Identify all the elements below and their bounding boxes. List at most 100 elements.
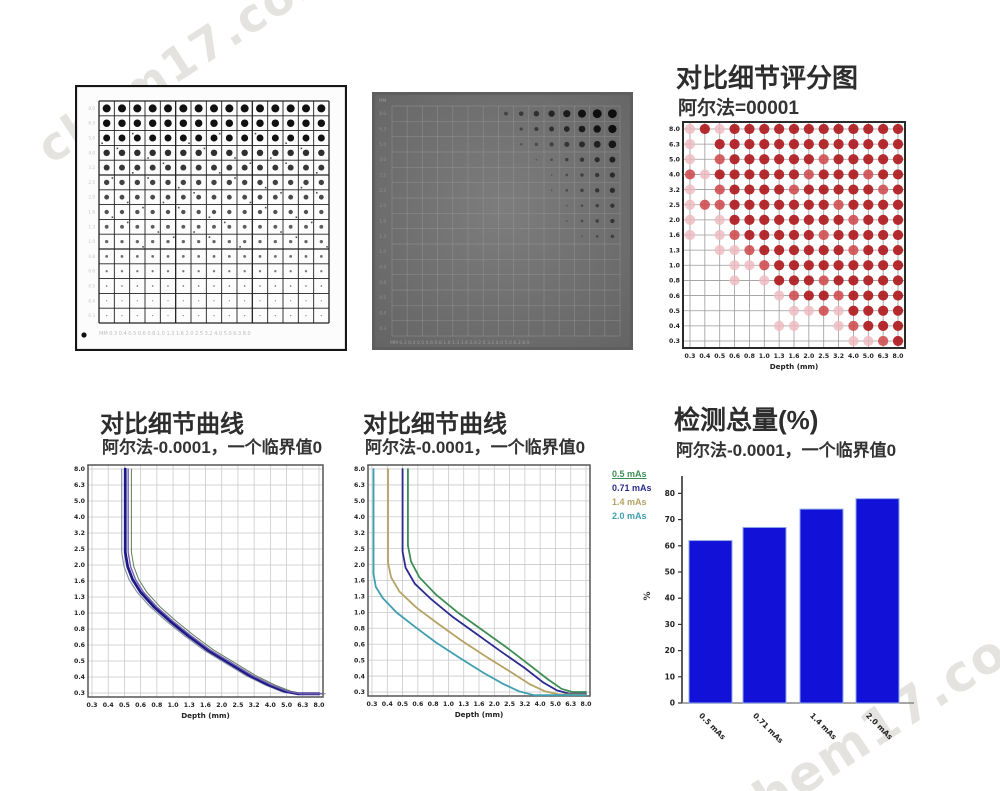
svg-text:5.0: 5.0	[88, 136, 95, 141]
svg-text:1.6: 1.6	[200, 702, 211, 709]
svg-text:1.0: 1.0	[669, 262, 681, 269]
svg-text:MM 0.3 0.4 0.5 0.6 0.8 1.0 1.3: MM 0.3 0.4 0.5 0.6 0.8 1.0 1.3 1.6 2.0 2…	[390, 340, 529, 346]
svg-text:4.0: 4.0	[74, 514, 86, 521]
svg-text:2.5: 2.5	[88, 180, 95, 185]
svg-text:5.0: 5.0	[863, 353, 875, 360]
svg-text:2.5: 2.5	[74, 546, 85, 553]
svg-text:4.0: 4.0	[669, 172, 681, 179]
phantom-photo: 8.0 6.3 5.0 4.0 3.2 2.5 2.0 1.6 1.3 1.0 0.8 0.6 0.5 0…	[75, 85, 347, 351]
svg-text:0.5: 0.5	[88, 284, 95, 289]
svg-text:0.5: 0.5	[379, 295, 386, 300]
svg-text:50: 50	[665, 568, 675, 577]
svg-text:1.4 mAs: 1.4 mAs	[808, 711, 839, 742]
legend-item: 2.0 mAs	[612, 511, 647, 521]
svg-text:0.5: 0.5	[74, 658, 85, 665]
svg-text:1.3: 1.3	[669, 247, 680, 254]
svg-text:1.3: 1.3	[379, 234, 386, 239]
cd-curve-combined-plot: 8.0 6.3 5.0 4.0 3.2 2.5 2.0 1.6 1.3 1.0 0.8 0.6 0.5 0…	[74, 464, 326, 720]
svg-text:2.0: 2.0	[74, 562, 86, 569]
svg-text:5.0: 5.0	[669, 156, 681, 163]
svg-text:0.3: 0.3	[669, 338, 680, 345]
svg-text:2.0: 2.0	[489, 701, 501, 708]
score-map-plot: 8.06.35.04.03.22.52.01.61.31.00.80.60.50…	[669, 121, 906, 371]
svg-text:0.6: 0.6	[88, 269, 95, 274]
svg-text:4.0: 4.0	[535, 701, 547, 708]
svg-text:3.2: 3.2	[519, 701, 530, 708]
svg-text:1.6: 1.6	[474, 701, 485, 708]
legend-item: 1.4 mAs	[612, 497, 647, 507]
svg-text:2.0: 2.0	[669, 217, 681, 224]
svg-text:0.8: 0.8	[151, 702, 162, 709]
svg-text:0.3: 0.3	[87, 702, 98, 709]
svg-text:20: 20	[665, 646, 675, 655]
cd-curve-by-dose-plot: 8.06.35.04.03.22.52.01.61.31.00.80.60.50…	[354, 464, 593, 719]
svg-text:Depth (mm): Depth (mm)	[181, 711, 230, 720]
svg-text:5.0: 5.0	[550, 701, 562, 708]
svg-text:6.3: 6.3	[565, 701, 576, 708]
svg-text:1.3: 1.3	[74, 594, 85, 601]
svg-text:1.6: 1.6	[74, 578, 85, 585]
svg-text:40: 40	[665, 594, 675, 603]
svg-text:1.3: 1.3	[354, 594, 365, 601]
svg-text:2.0: 2.0	[379, 203, 386, 208]
svg-text:8.0: 8.0	[354, 466, 366, 473]
svg-text:0.4: 0.4	[699, 353, 711, 360]
svg-text:0.6: 0.6	[729, 353, 740, 360]
svg-text:0.8: 0.8	[354, 625, 365, 632]
svg-text:6.3: 6.3	[74, 482, 85, 489]
svg-text:1.6: 1.6	[669, 232, 680, 239]
svg-text:1.6: 1.6	[354, 578, 365, 585]
svg-text:2.0 mAs: 2.0 mAs	[864, 711, 895, 742]
svg-text:0.3: 0.3	[685, 353, 696, 360]
svg-text:0.6: 0.6	[379, 280, 386, 285]
svg-text:70: 70	[665, 515, 675, 524]
svg-text:3.2: 3.2	[249, 702, 260, 709]
cd-curve-by-dose-subtitle: 阿尔法-0.0001，一个临界值0	[365, 438, 586, 457]
svg-text:6.3: 6.3	[669, 141, 680, 148]
svg-text:1.0: 1.0	[74, 610, 86, 617]
detection-total-plot: 0 10 20 30 40 50 60 70 80% 0.5 mAs 0.71 mAs 1.4 mAs…	[643, 476, 914, 746]
svg-text:1.6: 1.6	[789, 353, 800, 360]
svg-text:0.4: 0.4	[382, 701, 394, 708]
svg-text:6.3: 6.3	[379, 127, 386, 132]
svg-text:5.0: 5.0	[379, 142, 386, 147]
svg-text:3.2: 3.2	[354, 530, 365, 537]
svg-text:2.5: 2.5	[354, 546, 365, 553]
svg-text:0.3: 0.3	[379, 326, 386, 331]
cd-curve-combined-subtitle: 阿尔法-0.0001，一个临界值0	[102, 438, 323, 457]
svg-text:4.0: 4.0	[354, 514, 366, 521]
svg-text:1.0: 1.0	[759, 353, 771, 360]
svg-text:4.0: 4.0	[379, 157, 386, 162]
svg-text:4.0: 4.0	[88, 150, 95, 155]
svg-text:%: %	[643, 591, 653, 600]
legend-item: 0.71 mAs	[612, 483, 652, 493]
svg-text:3.2: 3.2	[74, 530, 85, 537]
svg-text:2.0: 2.0	[354, 562, 366, 569]
svg-text:0.8: 0.8	[379, 265, 386, 270]
legend-item: 0.5 mAs	[612, 469, 647, 479]
svg-text:0.6: 0.6	[354, 641, 365, 648]
score-map-subtitle: 阿尔法=00001	[678, 98, 799, 119]
svg-text:4.0: 4.0	[848, 353, 860, 360]
svg-text:1.3: 1.3	[458, 701, 469, 708]
curve-legend: 0.5 mAs 0.71 mAs 1.4 mAs 2.0 mAs	[612, 467, 652, 523]
svg-text:1.6: 1.6	[88, 210, 95, 215]
svg-text:0: 0	[670, 699, 675, 708]
svg-text:3.2: 3.2	[88, 165, 95, 170]
svg-text:0.8: 0.8	[74, 626, 85, 633]
svg-text:6.3: 6.3	[297, 702, 308, 709]
svg-text:0.8: 0.8	[744, 353, 755, 360]
svg-text:5.0: 5.0	[354, 498, 366, 505]
svg-text:0.71 mAs: 0.71 mAs	[751, 711, 785, 745]
svg-text:0.6: 0.6	[74, 642, 85, 649]
svg-text:60: 60	[665, 541, 675, 550]
svg-text:2.0: 2.0	[216, 702, 228, 709]
svg-text:0.4: 0.4	[103, 702, 115, 709]
svg-text:8.0: 8.0	[581, 701, 593, 708]
svg-text:8.0: 8.0	[669, 126, 681, 133]
svg-text:1.0: 1.0	[379, 249, 386, 254]
svg-text:5.0: 5.0	[74, 498, 86, 505]
svg-text:0.6: 0.6	[412, 701, 423, 708]
svg-text:1.6: 1.6	[379, 219, 386, 224]
svg-text:0.5: 0.5	[397, 701, 408, 708]
